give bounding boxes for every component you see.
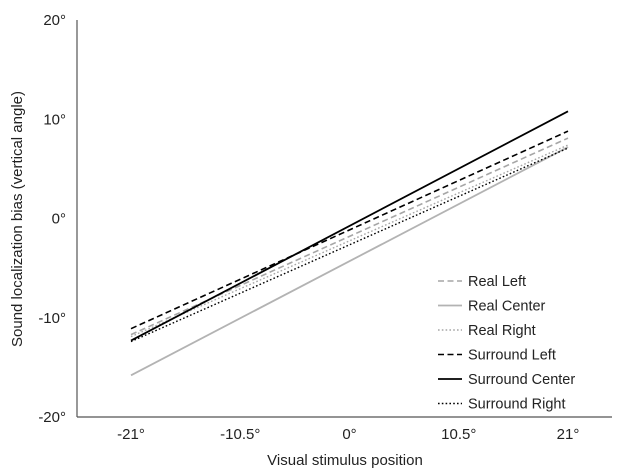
series-line-real-center	[130, 146, 569, 377]
x-tick-label: 21°	[557, 426, 580, 443]
legend-label: Real Left	[468, 274, 526, 290]
x-tick-label: 10.5°	[441, 426, 476, 443]
y-tick-label: 10°	[43, 111, 66, 128]
series-line-surround-left	[130, 130, 569, 330]
legend-label: Surround Center	[468, 372, 575, 388]
y-tick-label: 0°	[52, 211, 66, 228]
y-axis-title: Sound localization bias (vertical angle)	[9, 91, 26, 347]
legend: Real Left Real Center Real Right Surround L…	[438, 274, 575, 413]
series-line-surround-center	[130, 110, 569, 342]
x-tick-label: 0°	[342, 426, 356, 443]
y-tick-label: 20°	[43, 12, 66, 29]
legend-label: Real Center	[468, 299, 546, 315]
axes	[76, 20, 612, 418]
legend-label: Real Right	[468, 323, 536, 339]
x-axis-title: Visual stimulus position	[267, 452, 423, 469]
x-tick-label: -10.5°	[220, 426, 260, 443]
x-tick-labels: -21° -10.5° 0° 10.5° 21°	[117, 426, 579, 443]
y-tick-label: -10°	[38, 310, 66, 327]
y-tick-labels: 20° 10° 0° -10° -20°	[38, 12, 66, 426]
legend-label: Surround Right	[468, 397, 566, 413]
series-lines	[130, 110, 569, 377]
legend-label: Surround Left	[468, 348, 556, 364]
x-tick-label: -21°	[117, 426, 145, 443]
y-tick-label: -20°	[38, 409, 66, 426]
